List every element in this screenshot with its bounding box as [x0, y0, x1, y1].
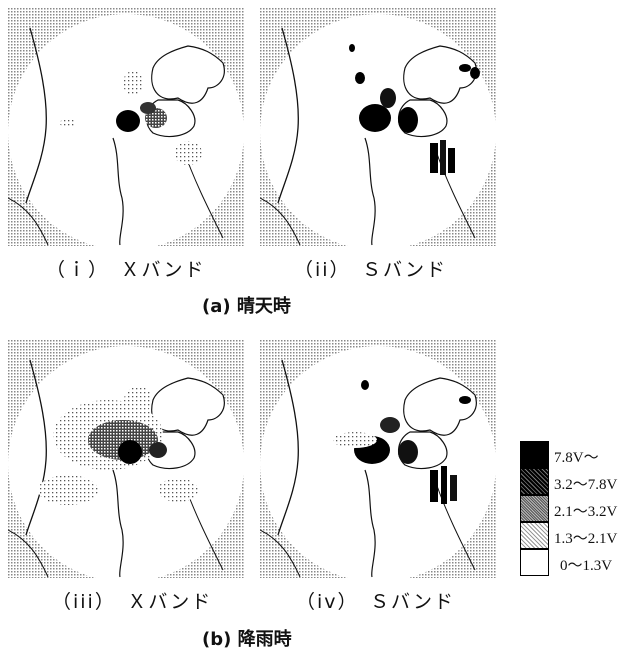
legend-swatch [520, 522, 549, 549]
legend-swatch [520, 441, 549, 468]
legend-label: 0〜1.3V [560, 558, 613, 574]
legend-label: 2.1〜3.2V [554, 504, 618, 520]
panel-caption-i: （ｉ） Ｘバンド [46, 259, 206, 281]
legend-item: 0〜1.3V [520, 549, 634, 576]
group-title-a: (a) 晴天時 [202, 296, 291, 317]
legend-label: 3.2〜7.8V [554, 477, 618, 493]
radar-map-ii [260, 8, 497, 246]
legend-swatch [520, 549, 549, 576]
panel-caption-iv: （iv） Ｓバンド [296, 591, 455, 613]
legend-label: 1.3〜2.1V [554, 531, 618, 547]
legend-item: 7.8V〜 [520, 441, 634, 468]
radar-panel-iii [8, 340, 245, 578]
legend-item: 1.3〜2.1V [520, 522, 634, 549]
radar-map-iv [260, 340, 497, 578]
legend-item: 3.2〜7.8V [520, 468, 634, 495]
radar-panel-i [8, 8, 245, 246]
panel-caption-ii: （ii） Ｓバンド [294, 259, 448, 281]
radar-map-i [8, 8, 245, 246]
radar-panel-iv [260, 340, 497, 578]
panel-caption-iii: （iii） Ｘバンド [52, 591, 213, 613]
legend-label: 7.8V〜 [554, 450, 599, 466]
radar-map-iii [8, 340, 245, 578]
legend-swatch [520, 468, 549, 495]
radar-panel-ii [260, 8, 497, 246]
group-title-b: (b) 降雨時 [202, 629, 292, 650]
legend-swatch [520, 495, 549, 522]
voltage-legend: 7.8V〜 3.2〜7.8V 2.1〜3.2V 1.3〜2.1V 0〜1.3V [520, 441, 634, 576]
legend-item: 2.1〜3.2V [520, 495, 634, 522]
